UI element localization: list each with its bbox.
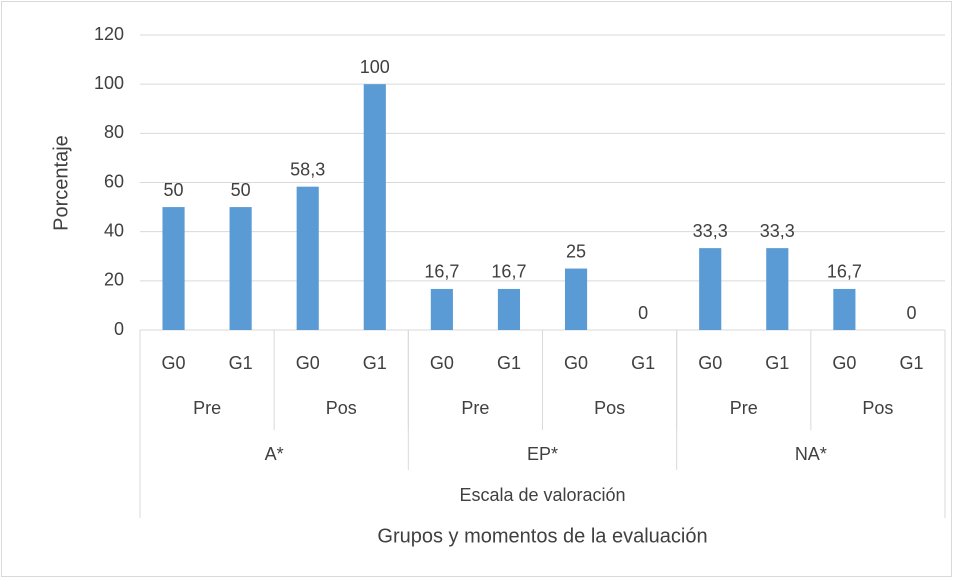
bar <box>564 268 588 330</box>
data-label: 50 <box>231 180 251 200</box>
y-tick-label: 20 <box>104 270 124 290</box>
moment-label: Pre <box>193 398 221 418</box>
data-label: 16,7 <box>491 262 526 282</box>
y-tick-label: 40 <box>104 220 124 240</box>
data-label: 0 <box>906 303 916 323</box>
bar <box>162 207 185 330</box>
scale-title: Escala de valoración <box>459 485 625 505</box>
data-label: 50 <box>164 180 184 200</box>
y-tick-label: 120 <box>94 24 124 44</box>
bar <box>766 248 789 330</box>
x-tick-label: G0 <box>564 353 588 373</box>
x-tick-label: G0 <box>162 353 186 373</box>
bar <box>699 248 722 330</box>
x-tick-label: G1 <box>765 353 789 373</box>
bar <box>363 84 386 331</box>
y-tick-label: 80 <box>104 122 124 142</box>
moment-label: Pos <box>594 398 625 418</box>
y-axis-title: Porcentaje <box>50 135 72 231</box>
x-tick-label: G0 <box>430 353 454 373</box>
scale-label: EP* <box>527 444 558 464</box>
y-tick-label: 100 <box>94 73 124 93</box>
x-tick-label: G1 <box>363 353 387 373</box>
bar <box>497 288 521 330</box>
scale-label: NA* <box>795 444 827 464</box>
x-tick-label: G0 <box>296 353 320 373</box>
bar <box>833 288 856 330</box>
x-tick-label: G1 <box>631 353 655 373</box>
x-tick-label: G0 <box>832 353 856 373</box>
y-tick-label: 60 <box>104 171 124 191</box>
y-tick-label: 0 <box>114 319 124 339</box>
x-tick-label: G1 <box>229 353 253 373</box>
data-label: 33,3 <box>693 221 728 241</box>
x-tick-label: G0 <box>698 353 722 373</box>
data-label: 33,3 <box>760 221 795 241</box>
data-label: 25 <box>566 241 586 261</box>
data-label: 58,3 <box>290 159 325 179</box>
bar <box>430 288 453 330</box>
moment-label: Pos <box>862 398 893 418</box>
scale-label: A* <box>265 444 284 464</box>
x-tick-label: G1 <box>497 353 521 373</box>
moment-label: Pre <box>730 398 758 418</box>
bar <box>229 207 252 330</box>
data-label: 16,7 <box>424 262 459 282</box>
moment-label: Pos <box>326 398 357 418</box>
x-axis-title: Grupos y momentos de la evaluación <box>377 525 707 547</box>
data-label: 0 <box>638 303 648 323</box>
moment-label: Pre <box>461 398 489 418</box>
data-label: 16,7 <box>827 262 862 282</box>
data-label: 100 <box>360 57 390 77</box>
bar <box>296 186 319 330</box>
x-tick-label: G1 <box>899 353 923 373</box>
